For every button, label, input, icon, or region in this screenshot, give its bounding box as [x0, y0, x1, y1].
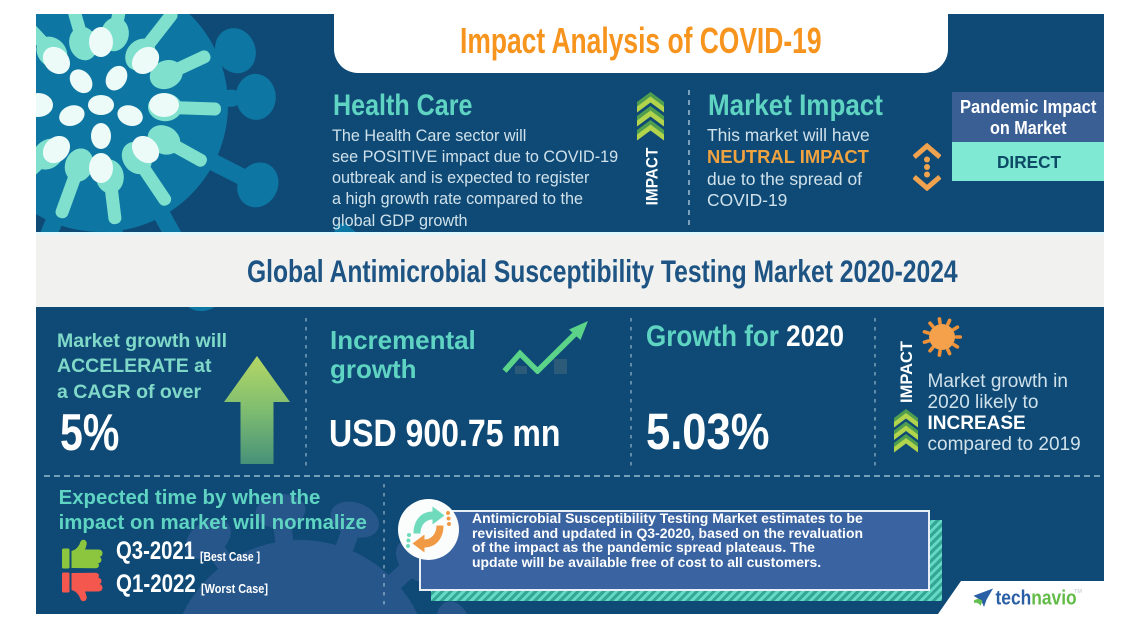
svg-text:technavio: technavio [996, 586, 1077, 608]
svg-text:TM: TM [1074, 589, 1082, 595]
